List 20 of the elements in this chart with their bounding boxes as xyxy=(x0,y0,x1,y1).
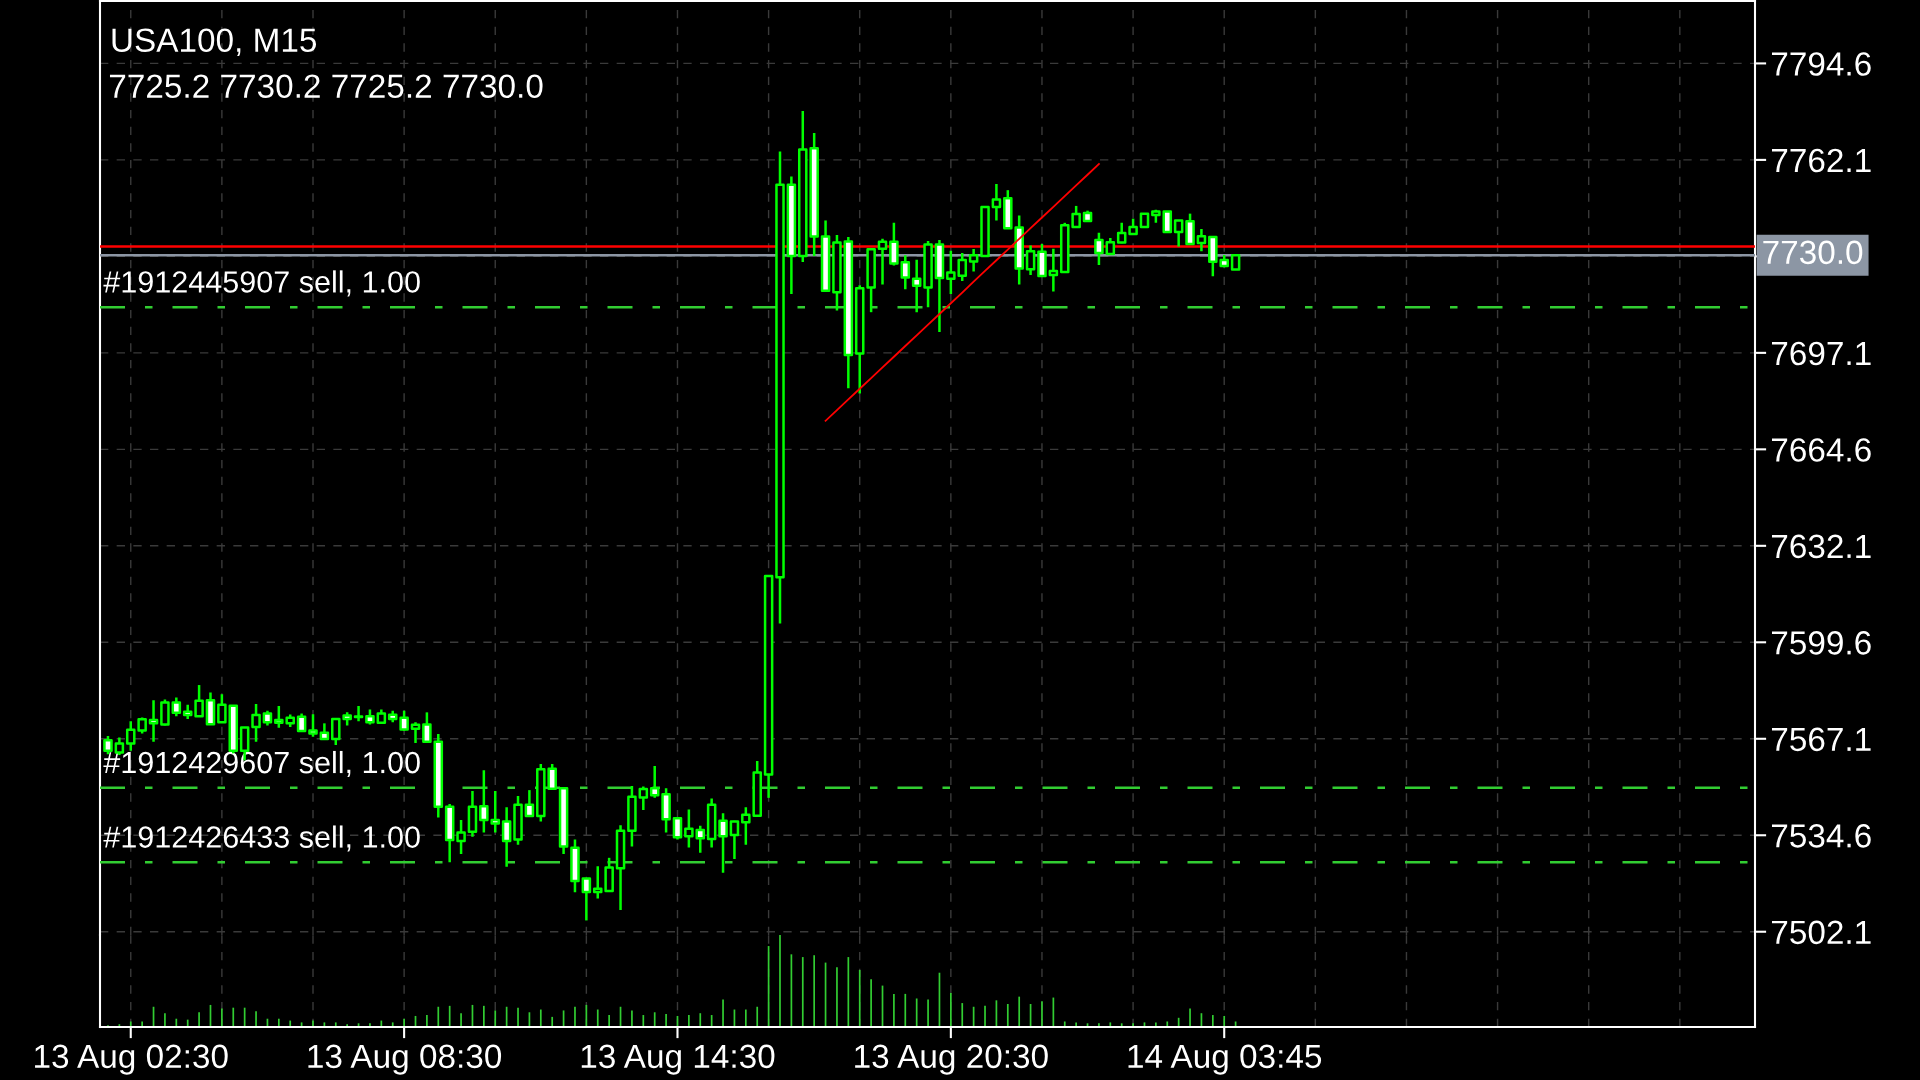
ref-line-label: #1912429607 sell, 1.00 xyxy=(103,750,420,777)
x-tick-label: 13 Aug 08:30 xyxy=(308,1044,502,1075)
y-tick-label: 7762.1 xyxy=(1771,148,1871,173)
x-tick-label: 13 Aug 14:30 xyxy=(581,1044,775,1075)
text: USA100, M15 xyxy=(112,28,317,56)
y-tick-label: 7534.6 xyxy=(1771,824,1871,848)
y-tick-label: 7697.1 xyxy=(1771,341,1871,366)
ref-line-label: #1912426433 sell, 1.00 xyxy=(103,825,420,852)
y-tick-label: 7632.1 xyxy=(1771,534,1871,559)
ref-line-label: #1912445907 sell, 1.00 xyxy=(103,270,420,297)
x-tick-label: 13 Aug 20:30 xyxy=(855,1044,1048,1075)
x-tick-label: 14 Aug 03:45 xyxy=(1128,1044,1322,1075)
x-tick-label: 13 Aug 02:30 xyxy=(35,1044,228,1075)
y-tick-label: 7502.1 xyxy=(1771,920,1871,945)
y-tick-label: 7664.6 xyxy=(1771,438,1871,462)
y-tick-label: 7794.6 xyxy=(1771,52,1871,76)
y-tick-label: 7567.1 xyxy=(1771,727,1871,752)
ref-line-label: 7730.0 xyxy=(1763,240,1863,265)
text: 7725.2 7730.2 7725.2 7730.0 xyxy=(109,74,543,99)
y-tick-label: 7599.6 xyxy=(1771,631,1871,655)
